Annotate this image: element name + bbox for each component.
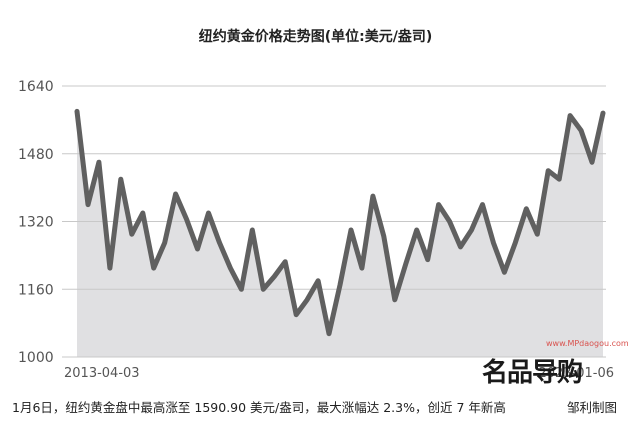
chart-title: 纽约黄金价格走势图(单位:美元/盎司) — [198, 29, 433, 45]
y-tick-label: 1480 — [18, 147, 54, 163]
caption: 1月6日，纽约黄金盘中最高涨至 1590.90 美元/盎司，最大涨幅达 2.3%… — [12, 400, 506, 415]
y-tick-label: 1640 — [18, 79, 54, 95]
watermark-logo: 名品导购 — [482, 358, 583, 388]
y-tick-label: 1000 — [18, 350, 54, 366]
credit: 邹利制图 — [566, 400, 617, 415]
series-area — [77, 111, 603, 358]
watermark-url: www.MPdaogou.com — [546, 339, 629, 348]
y-tick-label: 1160 — [18, 282, 54, 298]
series-line — [74, 108, 606, 337]
y-tick-label: 1320 — [18, 215, 54, 231]
x-tick-label: 2013-04-03 — [64, 366, 140, 381]
x-tick-label: 2023-01-06 — [538, 366, 614, 381]
